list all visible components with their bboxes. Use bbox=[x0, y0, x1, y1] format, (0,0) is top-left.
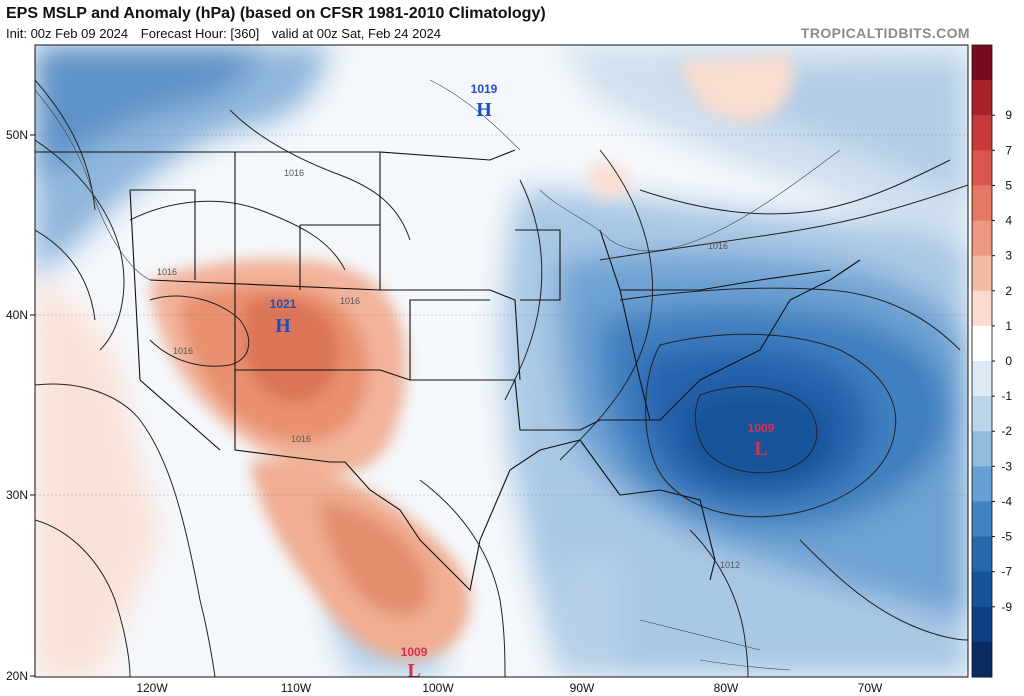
colorbar-swatch bbox=[972, 290, 992, 327]
colorbar-swatch bbox=[972, 255, 992, 292]
colorbar-swatch bbox=[972, 45, 992, 81]
colorbar-swatch bbox=[972, 466, 992, 502]
pressure-value: 1009 bbox=[401, 645, 428, 659]
colorbar-swatch bbox=[972, 501, 992, 538]
political-borders bbox=[35, 149, 861, 592]
chart-title: EPS MSLP and Anomaly (hPa) (based on CFS… bbox=[6, 5, 546, 22]
colorbar-swatch bbox=[972, 220, 992, 257]
colorbar-label: 7 bbox=[1005, 143, 1012, 157]
gridlines bbox=[35, 134, 968, 496]
colorbar-label: -3 bbox=[1001, 459, 1012, 473]
colorbar-label: -2 bbox=[1001, 424, 1012, 438]
brand-watermark: TROPICALTIDBITS.COM bbox=[800, 25, 970, 41]
map-frame bbox=[34, 44, 969, 678]
lon-label: 110W bbox=[281, 681, 312, 695]
colorbar-label: -4 bbox=[1001, 494, 1012, 508]
isobar-label: 1016 bbox=[284, 168, 304, 178]
colorbar-label: 4 bbox=[1005, 214, 1012, 228]
pressure-center-low-mexico: 1009 L bbox=[401, 645, 428, 682]
colorbar-label: 0 bbox=[1005, 354, 1012, 368]
colorbar-swatch bbox=[972, 185, 992, 222]
colorbar-swatch bbox=[972, 115, 992, 151]
latitude-axis: 50N 40N 30N 20N bbox=[6, 128, 35, 683]
colorbar-swatch bbox=[972, 641, 992, 678]
pressure-value: 1021 bbox=[270, 297, 297, 311]
pressure-value: 1019 bbox=[471, 82, 498, 96]
high-pressure-letter: H bbox=[476, 99, 492, 121]
colorbar-swatch bbox=[972, 606, 992, 643]
low-pressure-letter: L bbox=[754, 438, 767, 460]
colorbar-label: 9 bbox=[1005, 108, 1012, 122]
colorbar-swatch bbox=[972, 80, 992, 116]
chart-subtitle: Init: 00z Feb 09 2024 Forecast Hour: [36… bbox=[6, 26, 450, 41]
isobar-label: 1016 bbox=[157, 267, 177, 277]
pressure-value: 1009 bbox=[748, 421, 775, 435]
map-plot-area: 1016 1016 1016 1016 1016 1016 1012 1019 … bbox=[35, 45, 968, 682]
pressure-center-high-west: 1021 H bbox=[270, 297, 297, 337]
colorbar-label: -9 bbox=[1001, 600, 1012, 614]
isobar-label: 1012 bbox=[720, 560, 740, 570]
lat-label: 50N bbox=[6, 128, 28, 142]
lon-label: 70W bbox=[858, 681, 883, 695]
isobar-label: 1016 bbox=[340, 296, 360, 306]
colorbar-swatch bbox=[972, 361, 992, 397]
colorbar-swatch bbox=[972, 150, 992, 186]
lat-label: 20N bbox=[6, 669, 28, 683]
low-pressure-letter: L bbox=[407, 660, 420, 682]
anomaly-shading-warm bbox=[150, 55, 794, 660]
colorbar-label: 3 bbox=[1005, 249, 1012, 263]
isobar-label: 1016 bbox=[291, 434, 311, 444]
isobar-label: 1016 bbox=[173, 346, 193, 356]
lat-label: 40N bbox=[6, 308, 28, 322]
valid-time: valid at 00z Sat, Feb 24 2024 bbox=[271, 26, 442, 41]
lon-label: 80W bbox=[714, 681, 739, 695]
colorbar-swatch bbox=[972, 571, 992, 608]
colorbar: 9 7 5 4 3 2 1 0 -1 -2 -3 -4 -5 -7 -9 bbox=[971, 44, 1012, 678]
pressure-center-high-north: 1019 H bbox=[471, 82, 498, 121]
longitude-axis: 120W 110W 100W 90W 80W 70W bbox=[136, 681, 883, 695]
isobar-labels: 1016 1016 1016 1016 1016 1016 1012 bbox=[157, 168, 740, 570]
colorbar-swatch bbox=[972, 536, 992, 573]
anomaly-shading bbox=[35, 45, 968, 677]
colorbar-label: -7 bbox=[1001, 565, 1012, 579]
lon-label: 90W bbox=[570, 681, 595, 695]
lat-label: 30N bbox=[6, 488, 28, 502]
lon-label: 120W bbox=[136, 681, 168, 695]
colorbar-label: 5 bbox=[1005, 178, 1012, 192]
lon-label: 100W bbox=[422, 681, 454, 695]
colorbar-swatch bbox=[972, 431, 992, 467]
init-time: Init: 00z Feb 09 2024 bbox=[6, 26, 129, 41]
pressure-center-low-atlantic: 1009 L bbox=[748, 421, 775, 460]
colorbar-swatch bbox=[972, 325, 992, 362]
high-pressure-letter: H bbox=[275, 315, 291, 337]
isobar-label: 1016 bbox=[708, 241, 728, 251]
colorbar-label: 1 bbox=[1005, 319, 1012, 333]
colorbar-label: -5 bbox=[1001, 530, 1012, 544]
colorbar-label: 2 bbox=[1005, 284, 1012, 298]
country-outlines bbox=[35, 79, 841, 671]
colorbar-label: -1 bbox=[1001, 389, 1012, 403]
colorbar-swatch bbox=[972, 396, 992, 432]
forecast-hour: Forecast Hour: [360] bbox=[140, 26, 260, 41]
